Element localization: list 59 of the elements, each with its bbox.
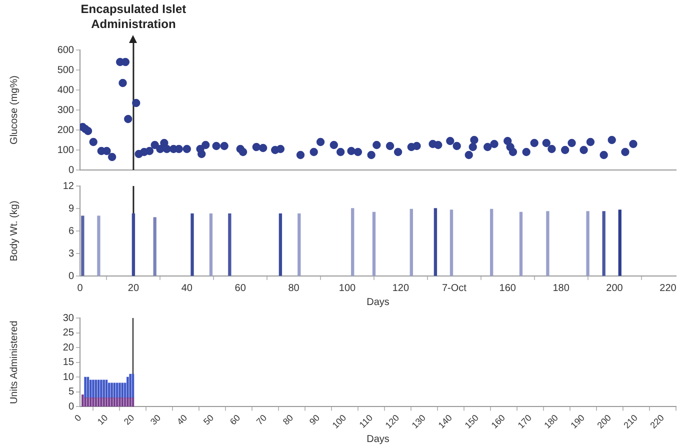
x-tick-label: 20: [128, 282, 140, 294]
x-tick-label: 180: [542, 412, 560, 430]
x-tick-label: 30: [148, 412, 163, 427]
ref-line-label: Encapsulated Islet Administration: [80, 2, 186, 31]
x-tick-label: 220: [648, 412, 666, 430]
y-axis-title: Body Wt. (kg): [8, 200, 20, 262]
x-tick-label: 140: [436, 412, 454, 430]
x-tick-label: 120: [383, 412, 402, 430]
y-tick-label: 100: [57, 144, 74, 156]
y-tick-label: 0: [68, 164, 74, 176]
y-axis-title: Glucose (mg%): [8, 76, 20, 144]
y-tick-label: 12: [62, 180, 74, 192]
y-tick-label: 30: [62, 312, 74, 324]
x-tick-label: 200: [595, 412, 613, 430]
x-axis-title: Days: [366, 296, 390, 308]
x-tick-label: 220: [660, 282, 677, 294]
x-tick-label: 40: [174, 412, 190, 427]
x-tick-label: 40: [181, 282, 193, 294]
x-tick-label: 60: [234, 282, 246, 294]
y-tick-label: 3: [68, 248, 74, 260]
x-tick-label: 200: [606, 282, 624, 294]
y-tick-label: 300: [57, 104, 74, 116]
x-tick-label: 70: [254, 412, 269, 427]
x-tick-label: 20: [122, 412, 136, 427]
x-tick-label: 90: [307, 412, 322, 427]
x-tick-label: 210: [622, 412, 640, 430]
x-tick-label: 0: [77, 282, 84, 294]
y-tick-label: 6: [68, 226, 74, 237]
x-tick-label: 50: [201, 412, 216, 427]
x-tick-label: 7-Oct: [442, 282, 467, 294]
y-tick-label: 200: [57, 124, 74, 136]
y-tick-label: 500: [57, 64, 74, 76]
y-axis-title: Units Administered: [8, 320, 20, 404]
x-tick-label: 100: [330, 412, 348, 430]
y-tick-label: 5: [68, 386, 74, 398]
x-tick-label: 120: [392, 282, 410, 294]
x-tick-label: 10: [96, 412, 110, 427]
x-tick-label: 160: [499, 282, 516, 294]
y-tick-label: 25: [62, 328, 74, 339]
y-tick-label: 15: [62, 357, 74, 368]
x-tick-label: 100: [338, 282, 356, 294]
x-tick-label: 160: [489, 412, 507, 430]
y-tick-label: 0: [68, 401, 74, 412]
x-tick-label: 170: [516, 412, 534, 430]
x-tick-label: 110: [357, 412, 375, 430]
y-tick-label: 400: [57, 84, 74, 96]
y-tick-label: 0: [68, 270, 74, 282]
x-axis-title: Days: [366, 434, 390, 445]
y-tick-label: 20: [62, 342, 74, 354]
x-tick-label: 80: [280, 412, 296, 427]
x-tick-label: 130: [410, 412, 428, 430]
y-tick-label: 600: [57, 44, 74, 56]
x-tick-label: 60: [228, 412, 242, 427]
x-tick-label: 180: [552, 282, 570, 294]
x-tick-label: 190: [568, 412, 586, 430]
x-tick-label: 150: [462, 412, 481, 430]
y-tick-label: 10: [62, 372, 74, 383]
y-tick-label: 9: [68, 203, 74, 214]
x-tick-label: 80: [288, 282, 300, 294]
